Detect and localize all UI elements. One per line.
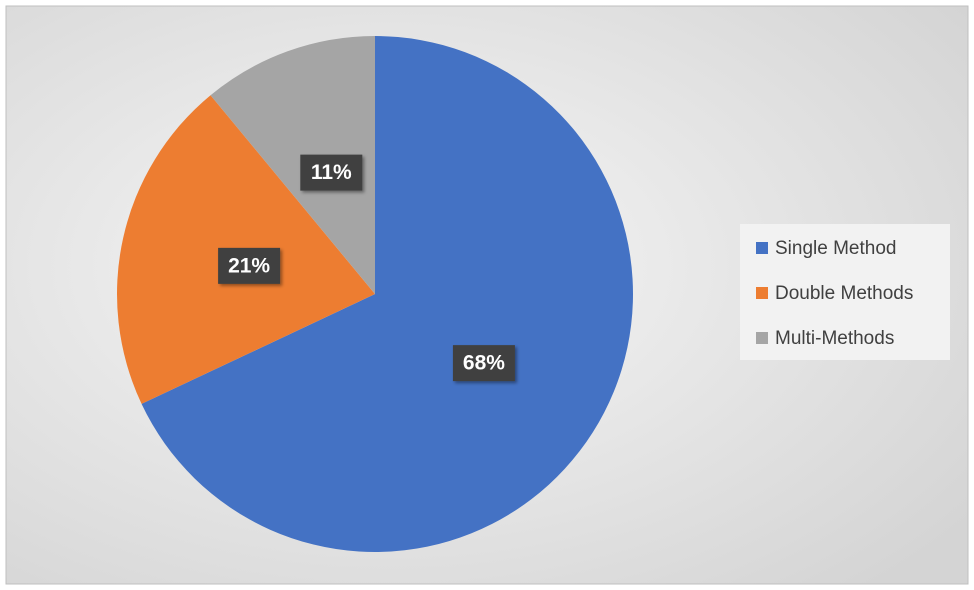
data-label: 68% [463,352,505,375]
data-label: 21% [228,254,270,277]
data-labels: 68% 21% 11% [218,154,515,382]
pie-slice [141,36,633,552]
pie [117,36,633,552]
legend-swatch [756,332,768,344]
legend: Single Method Double Methods Multi-Methods [756,238,913,349]
legend-label: Single Method [775,238,896,259]
legend-label: Multi-Methods [775,328,894,349]
data-label-box [300,154,363,191]
data-label-box [452,345,515,382]
data-label: 11% [311,161,352,184]
data-label-box [218,247,281,284]
legend-swatch [756,242,768,254]
legend-swatch [756,287,768,299]
legend-label: Double Methods [775,283,913,304]
pie-slice [210,36,375,294]
legend-box [740,224,950,360]
